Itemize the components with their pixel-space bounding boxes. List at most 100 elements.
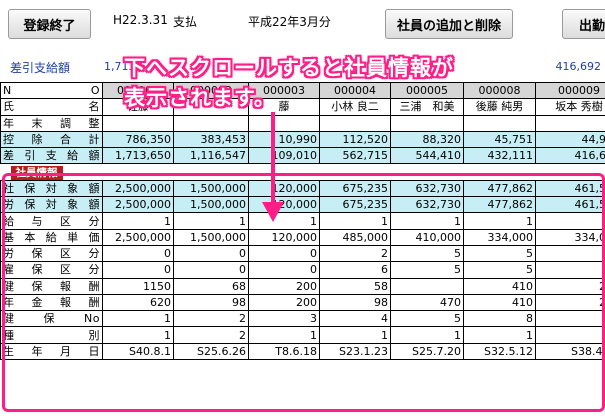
- table-cell[interactable]: 410: [463, 293, 536, 312]
- table-cell[interactable]: 1,116,547: [173, 147, 249, 165]
- table-cell[interactable]: S38.4.25: [535, 342, 605, 361]
- table-cell[interactable]: S25.7.20: [390, 342, 464, 361]
- table-cell[interactable]: 334,000: [463, 228, 536, 246]
- table-cell[interactable]: 416,692: [535, 147, 605, 165]
- table-cell[interactable]: 1: [102, 310, 174, 328]
- table-cell[interactable]: 1: [102, 212, 174, 230]
- table-cell[interactable]: 280: [535, 277, 605, 295]
- table-cell[interactable]: 5: [535, 244, 605, 263]
- table-cell[interactable]: 000008: [463, 81, 536, 100]
- table-cell[interactable]: 0: [248, 261, 320, 279]
- table-cell[interactable]: 675,235: [319, 196, 391, 214]
- table-cell[interactable]: [319, 114, 391, 132]
- table-cell[interactable]: 675,235: [319, 179, 391, 198]
- table-cell[interactable]: 632,730: [390, 196, 464, 214]
- table-cell[interactable]: 2: [173, 326, 249, 344]
- table-cell[interactable]: 410,000: [390, 228, 464, 246]
- table-cell[interactable]: 200: [248, 277, 320, 295]
- table-cell[interactable]: 410: [463, 277, 536, 295]
- table-cell[interactable]: [390, 277, 464, 295]
- table-cell[interactable]: 280: [535, 293, 605, 312]
- table-cell[interactable]: 後藤 純男: [463, 98, 536, 116]
- table-cell[interactable]: 1: [535, 326, 605, 344]
- table-cell[interactable]: 10,990: [248, 130, 320, 149]
- table-cell[interactable]: 485,000: [319, 228, 391, 246]
- table-cell[interactable]: 461,598: [535, 179, 605, 198]
- table-cell[interactable]: [463, 114, 536, 132]
- table-cell[interactable]: 5: [463, 261, 536, 279]
- table-cell[interactable]: 432,111: [463, 147, 536, 165]
- table-cell[interactable]: 562,715: [319, 147, 391, 165]
- table-cell[interactable]: 58: [319, 277, 391, 295]
- table-cell[interactable]: 1: [390, 212, 464, 230]
- table-cell[interactable]: 88,320: [390, 130, 464, 149]
- table-cell[interactable]: 45,751: [463, 130, 536, 149]
- table-cell[interactable]: 1: [248, 326, 320, 344]
- table-cell[interactable]: 1,713,650: [102, 147, 174, 165]
- table-cell[interactable]: T8.6.18: [248, 342, 320, 361]
- table-cell[interactable]: 2: [173, 310, 249, 328]
- table-cell[interactable]: 461,598: [535, 196, 605, 214]
- table-cell[interactable]: 2,500,000: [102, 228, 174, 246]
- table-cell[interactable]: 1: [173, 212, 249, 230]
- table-cell[interactable]: 786,350: [102, 130, 174, 149]
- table-cell[interactable]: 5: [390, 244, 464, 263]
- table-cell[interactable]: 000001: [102, 81, 174, 100]
- table-cell[interactable]: 5: [390, 261, 464, 279]
- table-cell[interactable]: S32.5.12: [463, 342, 536, 361]
- table-cell[interactable]: 2,500,000: [102, 196, 174, 214]
- table-cell[interactable]: 383,453: [173, 130, 249, 149]
- table-cell[interactable]: 112,520: [319, 130, 391, 149]
- table-cell[interactable]: 120,000: [248, 228, 320, 246]
- table-cell[interactable]: 477,862: [463, 179, 536, 198]
- table-cell[interactable]: 6: [319, 261, 391, 279]
- table-cell[interactable]: 4: [319, 310, 391, 328]
- table-cell[interactable]: [390, 114, 464, 132]
- table-cell[interactable]: 1: [390, 326, 464, 344]
- table-cell[interactable]: 8: [463, 310, 536, 328]
- table-cell[interactable]: 9: [535, 310, 605, 328]
- table-cell[interactable]: 5: [535, 261, 605, 279]
- table-cell[interactable]: 1: [102, 326, 174, 344]
- table-cell[interactable]: 0: [173, 261, 249, 279]
- table-cell[interactable]: [535, 114, 605, 132]
- table-cell[interactable]: 120,000: [248, 179, 320, 198]
- table-cell[interactable]: 98: [319, 293, 391, 312]
- table-cell[interactable]: 1,500,000: [173, 179, 249, 198]
- table-cell[interactable]: 2,500,000: [102, 179, 174, 198]
- table-cell[interactable]: S25.6.26: [173, 342, 249, 361]
- table-cell[interactable]: 470: [390, 293, 464, 312]
- table-cell[interactable]: 620: [102, 293, 174, 312]
- table-cell[interactable]: 0: [173, 244, 249, 263]
- attendance-button[interactable]: 出勤: [562, 9, 605, 39]
- table-cell[interactable]: 000004: [319, 81, 391, 100]
- table-cell[interactable]: 1: [463, 212, 536, 230]
- finish-registration-button[interactable]: 登録終了: [8, 9, 91, 39]
- table-cell[interactable]: 1: [535, 212, 605, 230]
- table-cell[interactable]: S23.1.23: [319, 342, 391, 361]
- table-cell[interactable]: S40.8.1: [102, 342, 174, 361]
- table-cell[interactable]: [102, 114, 174, 132]
- table-cell[interactable]: 000002: [173, 81, 249, 100]
- table-cell[interactable]: 1,500,000: [173, 228, 249, 246]
- table-cell[interactable]: 1150: [102, 277, 174, 295]
- table-cell[interactable]: [173, 114, 249, 132]
- table-cell[interactable]: 5: [390, 310, 464, 328]
- table-cell[interactable]: 68: [173, 277, 249, 295]
- table-cell[interactable]: 1: [319, 326, 391, 344]
- table-cell[interactable]: 44,906: [535, 130, 605, 149]
- table-cell[interactable]: 1,500,000: [173, 196, 249, 214]
- table-cell[interactable]: 334,000: [535, 228, 605, 246]
- table-cell[interactable]: 3: [248, 310, 320, 328]
- table-cell[interactable]: 000005: [390, 81, 464, 100]
- table-cell[interactable]: 1: [463, 326, 536, 344]
- table-cell[interactable]: 0: [102, 244, 174, 263]
- table-cell[interactable]: 632,730: [390, 179, 464, 198]
- table-cell[interactable]: 109,010: [248, 147, 320, 165]
- add-remove-employee-button[interactable]: 社員の追加と削除: [385, 9, 513, 39]
- table-cell[interactable]: 477,862: [463, 196, 536, 214]
- table-cell[interactable]: 200: [248, 293, 320, 312]
- table-cell[interactable]: 1: [319, 212, 391, 230]
- table-cell[interactable]: 2: [319, 244, 391, 263]
- table-cell[interactable]: 0: [102, 261, 174, 279]
